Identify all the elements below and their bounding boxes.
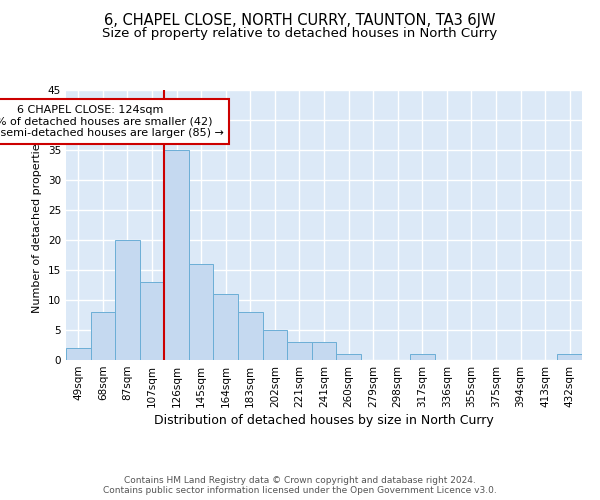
Text: Size of property relative to detached houses in North Curry: Size of property relative to detached ho… [103, 28, 497, 40]
Bar [115, 240, 140, 360]
Bar [287, 342, 312, 360]
Bar [312, 342, 336, 360]
Bar [140, 282, 164, 360]
Text: 6 CHAPEL CLOSE: 124sqm
← 33% of detached houses are smaller (42)
67% of semi-det: 6 CHAPEL CLOSE: 124sqm ← 33% of detached… [0, 105, 224, 138]
Bar [189, 264, 214, 360]
X-axis label: Distribution of detached houses by size in North Curry: Distribution of detached houses by size … [154, 414, 494, 427]
Y-axis label: Number of detached properties: Number of detached properties [32, 138, 43, 312]
Bar [164, 150, 189, 360]
Bar [238, 312, 263, 360]
Bar [557, 354, 582, 360]
Bar [66, 348, 91, 360]
Bar [214, 294, 238, 360]
Text: Contains HM Land Registry data © Crown copyright and database right 2024.
Contai: Contains HM Land Registry data © Crown c… [103, 476, 497, 495]
Bar [336, 354, 361, 360]
Text: 6, CHAPEL CLOSE, NORTH CURRY, TAUNTON, TA3 6JW: 6, CHAPEL CLOSE, NORTH CURRY, TAUNTON, T… [104, 12, 496, 28]
Bar [91, 312, 115, 360]
Bar [263, 330, 287, 360]
Bar [410, 354, 434, 360]
